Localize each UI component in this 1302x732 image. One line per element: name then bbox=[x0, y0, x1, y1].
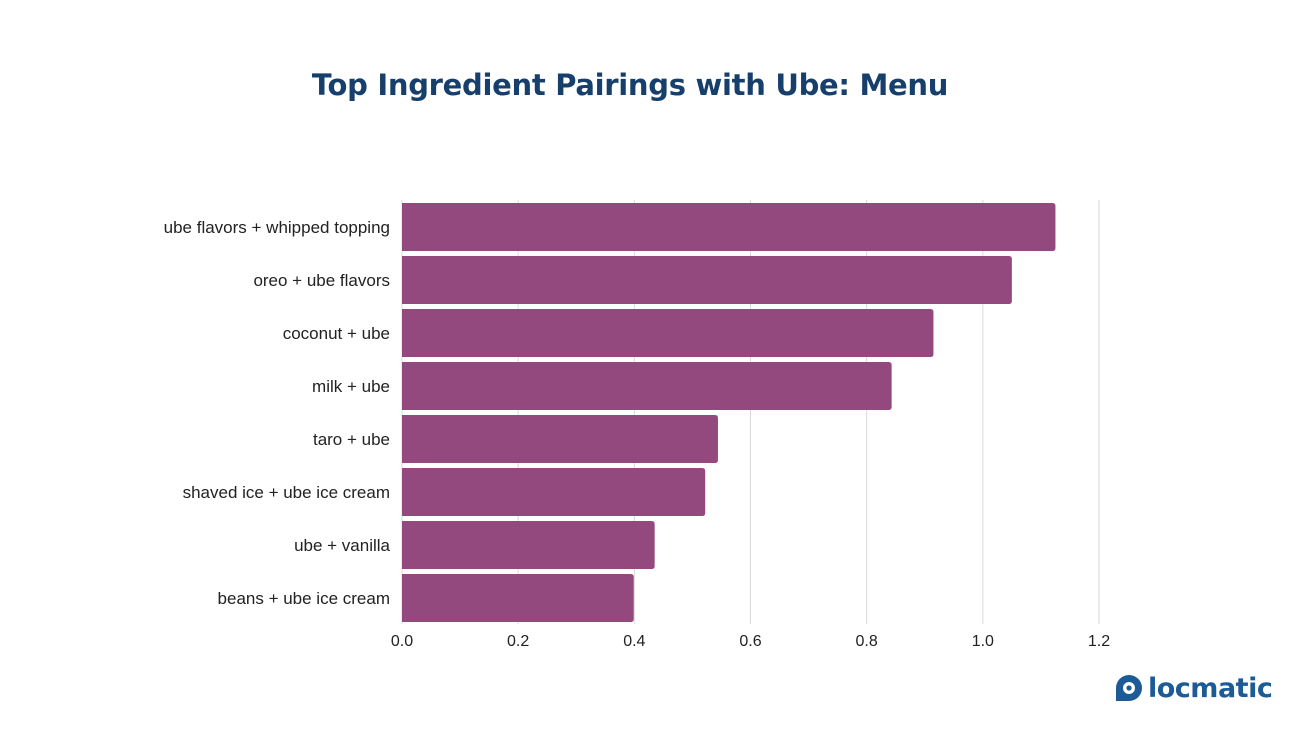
x-tick-label: 1.0 bbox=[972, 633, 994, 650]
x-axis-ticks: 0.0 0.2 0.4 0.6 0.8 1.0 1.2 bbox=[391, 633, 1110, 650]
category-labels: ube flavors + whipped topping oreo + ube … bbox=[164, 218, 391, 608]
category-label: taro + ube bbox=[313, 430, 390, 449]
category-label: shaved ice + ube ice cream bbox=[183, 483, 390, 502]
category-label: ube flavors + whipped topping bbox=[164, 218, 390, 237]
category-label: oreo + ube flavors bbox=[253, 271, 390, 290]
bars bbox=[402, 203, 1056, 622]
x-tick-label: 0.0 bbox=[391, 633, 413, 650]
chart-title: Top Ingredient Pairings with Ube: Menu bbox=[311, 68, 949, 102]
category-label: coconut + ube bbox=[283, 324, 390, 343]
bar bbox=[402, 362, 892, 410]
locmatic-pin-icon bbox=[1116, 675, 1142, 701]
bar bbox=[402, 415, 718, 463]
bar bbox=[402, 309, 934, 357]
category-label: ube + vanilla bbox=[294, 536, 390, 555]
bar bbox=[402, 574, 634, 622]
category-label: milk + ube bbox=[312, 377, 390, 396]
logo-text: locmatic bbox=[1148, 672, 1273, 704]
x-tick-label: 0.4 bbox=[623, 633, 645, 650]
bar bbox=[402, 468, 706, 516]
bar bbox=[402, 256, 1012, 304]
locmatic-logo: locmatic bbox=[1114, 670, 1273, 706]
x-tick-label: 1.2 bbox=[1088, 633, 1110, 650]
x-tick-label: 0.2 bbox=[507, 633, 529, 650]
bar bbox=[402, 521, 655, 569]
bar bbox=[402, 203, 1056, 251]
x-tick-label: 0.8 bbox=[856, 633, 878, 650]
x-tick-label: 0.6 bbox=[739, 633, 761, 650]
category-label: beans + ube ice cream bbox=[218, 589, 390, 608]
